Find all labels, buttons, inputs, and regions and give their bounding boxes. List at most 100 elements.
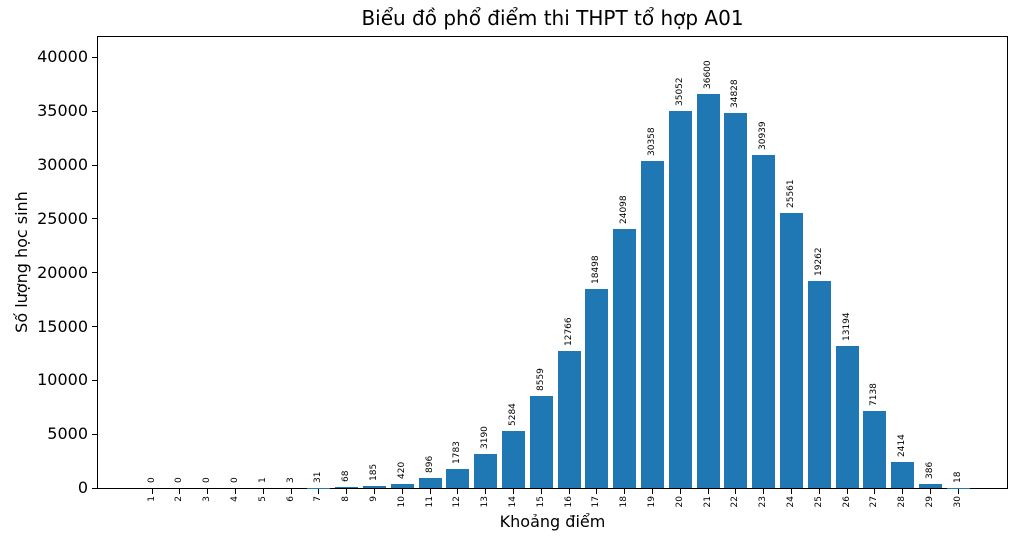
y-tick-mark xyxy=(92,164,97,166)
y-tick-label: 15000 xyxy=(37,316,88,336)
x-tick-mark xyxy=(929,489,931,494)
x-tick-label: 12 xyxy=(452,496,463,508)
x-tick-label: 7 xyxy=(313,496,324,502)
x-tick-mark xyxy=(707,489,709,494)
bar-value-label: 1 xyxy=(257,477,268,483)
bar-value-label: 24098 xyxy=(619,194,630,224)
x-tick-mark xyxy=(790,489,792,494)
bar xyxy=(474,453,498,488)
x-tick-mark xyxy=(596,489,598,494)
x-tick-label: 16 xyxy=(563,496,574,508)
bar xyxy=(362,486,386,488)
bar-value-label: 2414 xyxy=(897,434,908,457)
y-tick-label: 5000 xyxy=(47,424,88,444)
x-tick-mark xyxy=(179,489,181,494)
bar-value-label: 18 xyxy=(952,471,963,483)
bar xyxy=(390,483,414,488)
bar-value-label: 13194 xyxy=(841,312,852,341)
y-tick-label: 35000 xyxy=(37,101,88,121)
bar xyxy=(418,478,442,488)
x-tick-label: 1 xyxy=(146,496,157,502)
bar-value-label: 3 xyxy=(285,477,296,483)
x-tick-mark xyxy=(207,489,209,494)
x-tick-mark xyxy=(234,489,236,494)
bar xyxy=(891,462,915,488)
x-tick-mark xyxy=(735,489,737,494)
x-tick-mark xyxy=(429,489,431,494)
y-tick-mark xyxy=(92,433,97,435)
bar-value-label: 0 xyxy=(174,477,185,483)
x-tick-mark xyxy=(290,489,292,494)
y-tick-mark xyxy=(92,110,97,112)
bar xyxy=(335,487,359,488)
bar xyxy=(501,431,525,488)
bar xyxy=(613,228,637,488)
x-tick-label: 15 xyxy=(535,496,546,508)
y-tick-label: 30000 xyxy=(37,155,88,175)
bar xyxy=(807,280,831,488)
chart-title: Biểu đồ phổ điểm thi THPT tổ hợp A01 xyxy=(361,6,744,30)
bar-value-label: 25561 xyxy=(785,179,796,208)
x-tick-mark xyxy=(679,489,681,494)
x-tick-label: 10 xyxy=(396,496,407,508)
bar-value-label: 0 xyxy=(229,477,240,483)
bar xyxy=(668,110,692,488)
bar xyxy=(585,288,609,488)
bar-value-label: 896 xyxy=(424,456,435,474)
x-tick-mark xyxy=(846,489,848,494)
y-tick-label: 20000 xyxy=(37,262,88,282)
bar-value-label: 30358 xyxy=(646,127,657,157)
bar-value-label: 31 xyxy=(313,471,324,483)
x-tick-label: 23 xyxy=(758,496,769,508)
x-tick-label: 27 xyxy=(869,496,880,508)
bar-value-label: 68 xyxy=(341,470,352,483)
y-tick-mark xyxy=(92,379,97,381)
bar xyxy=(918,483,942,488)
x-tick-label: 6 xyxy=(285,496,296,502)
x-tick-label: 26 xyxy=(841,496,852,508)
x-tick-label: 13 xyxy=(480,496,491,508)
y-tick-label: 25000 xyxy=(37,208,88,228)
x-tick-mark xyxy=(902,489,904,494)
x-tick-label: 29 xyxy=(924,496,935,508)
bar-value-label: 185 xyxy=(368,463,379,481)
x-tick-mark xyxy=(874,489,876,494)
x-tick-label: 9 xyxy=(368,496,379,502)
bar xyxy=(752,155,776,488)
x-tick-label: 8 xyxy=(341,496,352,502)
y-axis-label: Số lượng học sinh xyxy=(12,191,31,333)
x-tick-mark xyxy=(151,489,153,494)
bar xyxy=(835,346,859,488)
bar-value-label: 8559 xyxy=(535,367,546,391)
bar xyxy=(863,411,887,488)
x-tick-mark xyxy=(624,489,626,494)
x-axis-label: Khoảng điểm xyxy=(499,512,606,531)
x-tick-mark xyxy=(540,489,542,494)
x-tick-mark xyxy=(512,489,514,494)
x-tick-label: 25 xyxy=(813,496,824,508)
bar-value-label: 420 xyxy=(396,461,407,479)
y-tick-mark xyxy=(92,272,97,274)
x-tick-label: 14 xyxy=(507,496,518,508)
x-tick-label: 5 xyxy=(257,496,268,502)
bar-value-label: 12766 xyxy=(563,316,574,346)
bar-value-label: 18498 xyxy=(591,255,602,284)
bar-value-label: 30939 xyxy=(758,121,769,150)
x-tick-label: 24 xyxy=(785,496,796,508)
bar-value-label: 19262 xyxy=(813,247,824,276)
x-tick-mark xyxy=(346,489,348,494)
x-tick-mark xyxy=(401,489,403,494)
bar-value-label: 1783 xyxy=(452,440,463,464)
x-tick-label: 18 xyxy=(619,496,630,508)
bar-value-label: 5284 xyxy=(507,403,518,427)
bar-value-label: 386 xyxy=(924,461,935,479)
x-tick-mark xyxy=(957,489,959,494)
x-tick-label: 19 xyxy=(646,496,657,508)
bar-value-label: 3190 xyxy=(480,425,491,449)
x-tick-mark xyxy=(262,489,264,494)
bar-value-label: 34828 xyxy=(730,79,741,109)
x-tick-label: 20 xyxy=(674,496,685,508)
bar xyxy=(640,161,664,488)
x-tick-label: 3 xyxy=(202,496,213,502)
x-tick-mark xyxy=(373,489,375,494)
